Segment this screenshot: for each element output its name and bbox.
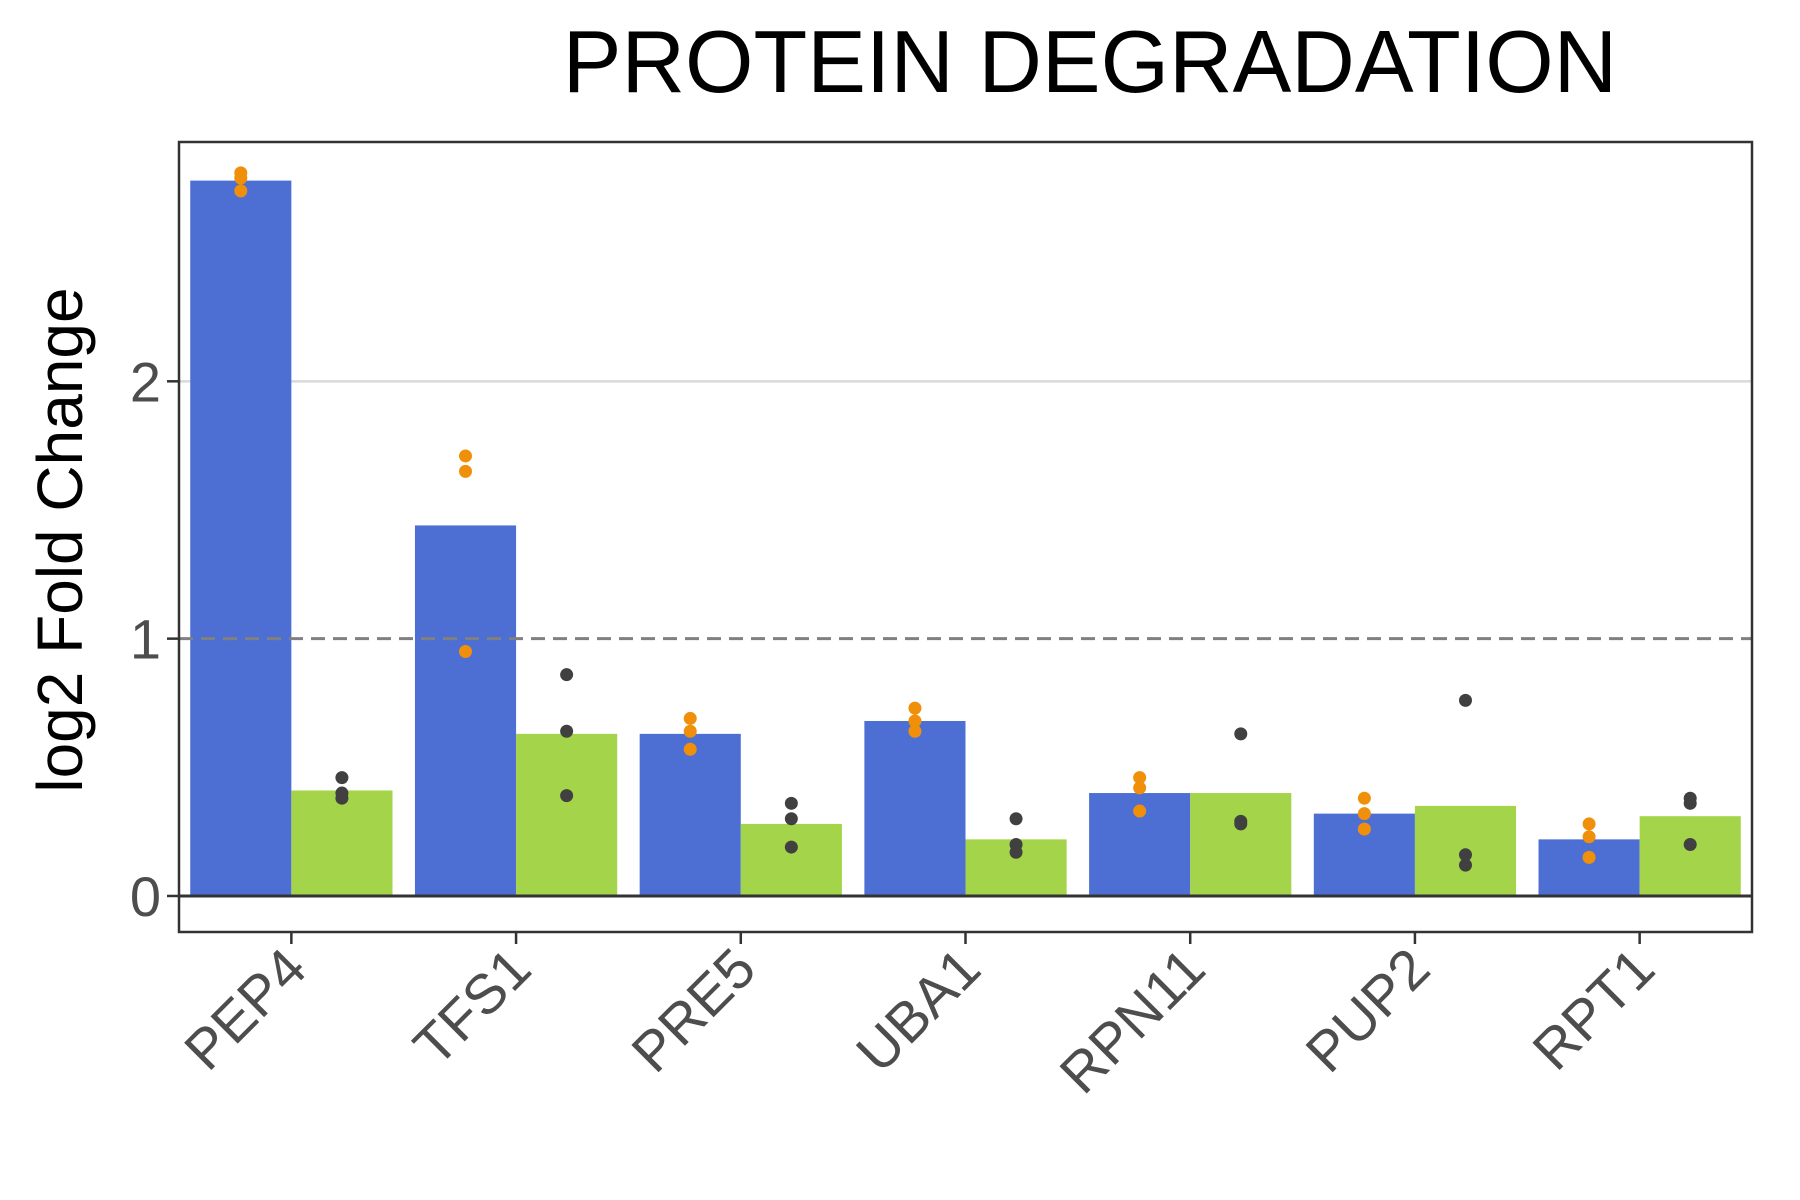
bar-pre5-series-2 xyxy=(740,823,842,896)
replicate-point xyxy=(908,714,922,728)
bar-rpt1-series-2 xyxy=(1639,816,1741,896)
bar-tfs1-series-2 xyxy=(516,733,618,896)
replicate-point xyxy=(234,171,248,185)
replicate-point xyxy=(1357,807,1371,821)
replicate-point xyxy=(459,464,473,478)
replicate-point xyxy=(784,812,798,826)
replicate-point xyxy=(1234,817,1248,831)
replicate-point xyxy=(683,742,697,756)
x-tick-label-rpt1: RPT1 xyxy=(1520,936,1666,1082)
replicate-point xyxy=(1357,822,1371,836)
bar-pep4-series-2 xyxy=(291,790,393,896)
x-tick-label-uba1: UBA1 xyxy=(844,936,992,1084)
replicate-point xyxy=(459,449,473,463)
x-tick-label-pep4: PEP4 xyxy=(172,936,318,1082)
bar-rpt1-series-1 xyxy=(1538,839,1640,896)
replicate-point xyxy=(560,789,574,803)
replicate-point xyxy=(1009,812,1023,826)
x-tick-label-tfs1: TFS1 xyxy=(401,936,542,1077)
replicate-point xyxy=(1683,838,1697,852)
bar-pre5-series-1 xyxy=(639,733,741,896)
replicate-point xyxy=(1458,858,1472,872)
replicate-point xyxy=(560,668,574,682)
x-tick-label-rpn11: RPN11 xyxy=(1047,936,1216,1105)
replicate-point xyxy=(1009,845,1023,859)
bar-rpn11-series-2 xyxy=(1190,793,1292,896)
replicate-point xyxy=(1683,796,1697,810)
y-tick-label: 0 xyxy=(130,865,161,928)
replicate-point xyxy=(1582,830,1596,844)
replicate-point xyxy=(1582,817,1596,831)
replicate-point xyxy=(1234,727,1248,741)
replicate-point xyxy=(908,724,922,738)
replicate-point xyxy=(459,645,473,659)
replicate-point xyxy=(335,791,349,805)
plot-area: 0 1 2 PEP4 TFS1 PRE5 UBA1 RPN11 PUP2 RPT1 xyxy=(130,140,1754,1105)
replicate-point xyxy=(784,840,798,854)
replicate-point xyxy=(1458,848,1472,862)
replicate-point xyxy=(683,724,697,738)
replicate-point xyxy=(784,796,798,810)
replicate-point xyxy=(683,711,697,725)
chart-title: PROTEIN DEGRADATION xyxy=(563,12,1617,111)
replicate-point xyxy=(560,724,574,738)
bar-uba1-series-1 xyxy=(864,720,966,896)
bar-tfs1-series-1 xyxy=(414,525,517,896)
replicate-point xyxy=(1133,804,1147,818)
x-tick-label-pup2: PUP2 xyxy=(1293,936,1441,1084)
replicate-point xyxy=(335,771,349,785)
replicate-point xyxy=(1133,771,1147,785)
replicate-point xyxy=(1582,850,1596,864)
x-tick-label-pre5: PRE5 xyxy=(619,936,767,1084)
y-axis-label: log2 Fold Change xyxy=(24,287,96,792)
replicate-point xyxy=(234,184,248,198)
replicate-point xyxy=(1357,791,1371,805)
y-tick-label: 1 xyxy=(130,608,161,671)
bar-pep4-series-1 xyxy=(190,180,292,896)
replicate-point xyxy=(908,701,922,715)
replicate-point xyxy=(1458,693,1472,707)
y-tick-label: 2 xyxy=(130,350,161,413)
replicate-point xyxy=(1133,781,1147,795)
